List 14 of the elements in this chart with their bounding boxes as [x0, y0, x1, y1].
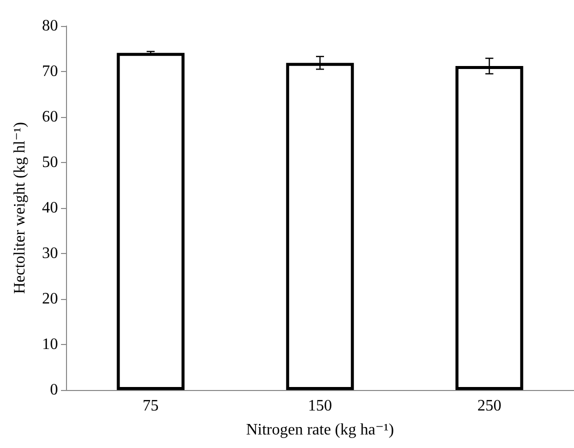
y-tick-label: 0 — [50, 382, 58, 398]
y-tick-label: 10 — [42, 336, 58, 353]
y-tick-label: 50 — [42, 154, 58, 171]
x-tick-label: 75 — [142, 398, 159, 414]
x-tick-label: 150 — [308, 398, 332, 414]
y-tick-label: 40 — [42, 200, 58, 216]
x-tick-label: 250 — [477, 398, 502, 414]
y-tick-label: 70 — [42, 63, 58, 80]
y-tick-label: 60 — [42, 108, 58, 126]
y-tick-label: 30 — [42, 245, 58, 262]
y-axis-title: Hectoliter weight (kg hl⁻¹) — [12, 122, 28, 294]
y-tick-label: 80 — [42, 18, 58, 34]
x-axis-title: Nitrogen rate (kg ha⁻¹) — [246, 422, 394, 438]
y-tick-label: 20 — [42, 290, 58, 308]
